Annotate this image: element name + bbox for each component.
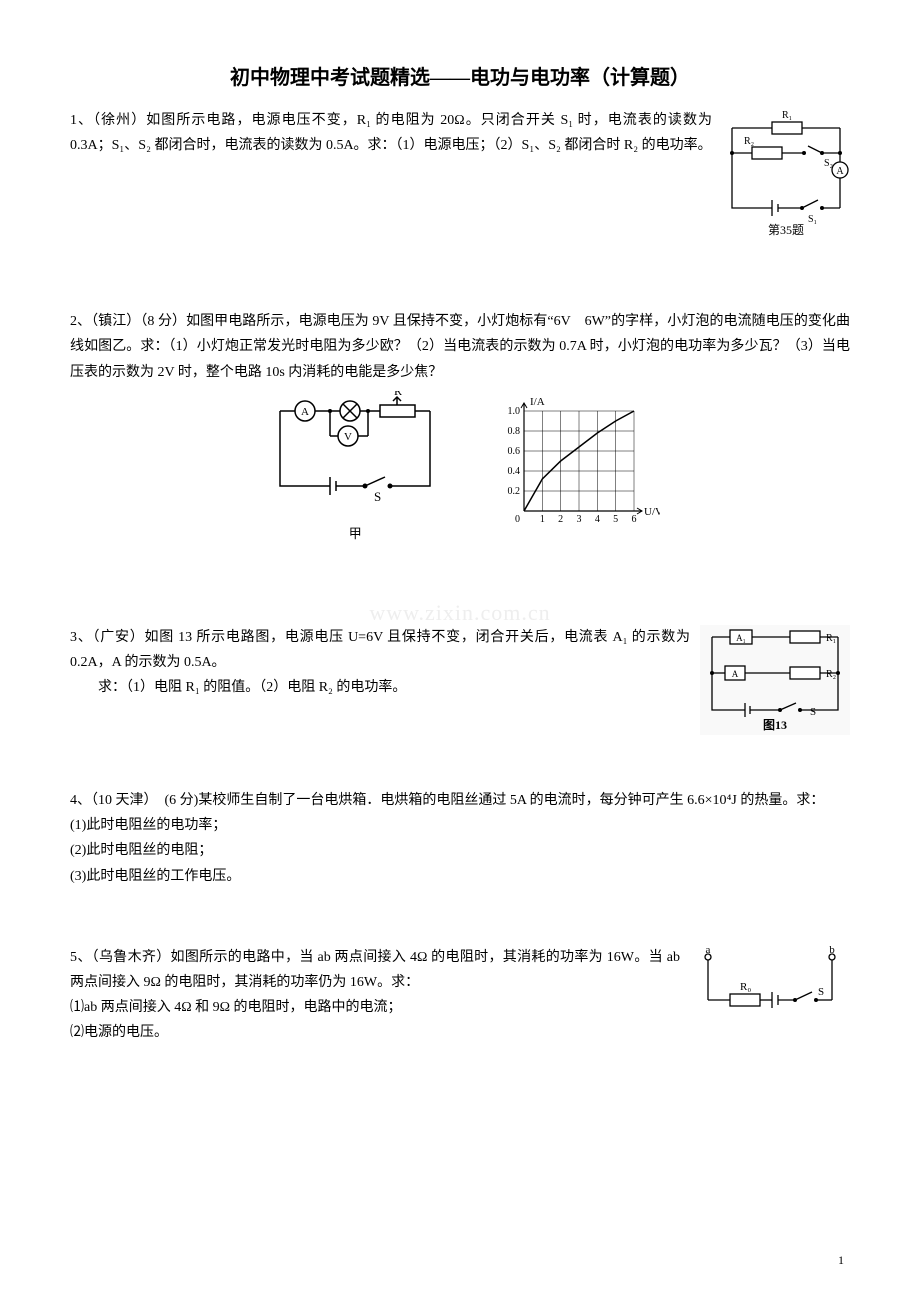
q4-p1: (1)此时电阻丝的电功率； [70, 813, 850, 838]
svg-text:0.2: 0.2 [507, 486, 520, 497]
q4-lead: 4、（10 天津） (6 分)某校师生自制了一台电烘箱．电烘箱的电阻丝通过 5A… [70, 788, 850, 813]
q2-figures: S A R V 甲 1 2 3 4 5 6 0.2 0.4 0.6 0.8 1.0 0 I/A U/V [70, 391, 850, 546]
q5-figure: a b R₀ S [690, 945, 850, 1024]
svg-text:R: R [394, 391, 402, 398]
svg-text:第35题: 第35题 [768, 223, 804, 237]
svg-text:V: V [344, 431, 352, 443]
svg-text:R₀: R₀ [740, 981, 751, 993]
svg-text:S: S [818, 986, 824, 998]
svg-text:0.4: 0.4 [507, 466, 520, 477]
svg-text:2: 2 [558, 514, 563, 525]
svg-text:1.0: 1.0 [507, 406, 520, 417]
svg-text:A: A [836, 166, 844, 177]
q5-p2: ⑵电源的电压。 [70, 1020, 850, 1045]
q2-text: 2、（镇江）（8 分）如图甲电路所示，电源电压为 9V 且保持不变，小灯炮标有“… [70, 309, 850, 385]
svg-text:S: S [810, 706, 816, 718]
question-2: 2、（镇江）（8 分）如图甲电路所示，电源电压为 9V 且保持不变，小灯炮标有“… [70, 309, 850, 545]
svg-text:3: 3 [576, 514, 581, 525]
svg-text:R₁: R₁ [782, 110, 792, 121]
svg-text:1: 1 [540, 514, 545, 525]
svg-text:S₂: S₂ [824, 158, 833, 169]
svg-text:S: S [374, 489, 381, 504]
question-5: abR₀S 5、（乌鲁木齐）如图所示的电路中，当 ab 两点间接入 4Ω 的电阻… [70, 945, 850, 1046]
svg-text:0.8: 0.8 [507, 426, 520, 437]
svg-text:A₁: A₁ [736, 633, 746, 643]
page-title: 初中物理中考试题精选——电功与电功率（计算题） [70, 60, 850, 96]
q3-figure: S A₁ R₁ A R₂ 图13 [700, 625, 850, 744]
q4-p3: (3)此时电阻丝的工作电压。 [70, 864, 850, 889]
svg-text:0.6: 0.6 [507, 446, 520, 457]
svg-text:6: 6 [631, 514, 636, 525]
svg-text:图13: 图13 [763, 718, 787, 732]
q2-left-caption: 甲 [260, 522, 450, 545]
svg-text:S₁: S₁ [808, 214, 817, 225]
svg-text:a: a [706, 945, 711, 956]
page-number: 1 [838, 1250, 844, 1272]
svg-text:U/V: U/V [644, 506, 660, 518]
svg-text:b: b [829, 945, 835, 956]
svg-text:0: 0 [515, 514, 520, 525]
q1-figure: S₁ A R₁ S₂ R₂ 第35题 [722, 108, 850, 247]
svg-text:R₁: R₁ [826, 633, 836, 644]
svg-text:I/A: I/A [530, 396, 545, 408]
svg-text:A: A [301, 406, 309, 418]
q2-circuit: S A R V 甲 [260, 391, 450, 546]
q2-graph: 1 2 3 4 5 6 0.2 0.4 0.6 0.8 1.0 0 I/A U/V [490, 391, 660, 540]
svg-text:A: A [732, 669, 739, 679]
svg-text:5: 5 [613, 514, 618, 525]
question-1: S₁AR₁S₂R₂第35题 1、（徐州）如图所示电路，电源电压不变，R₁ 的电阻… [70, 108, 850, 253]
question-4: 4、（10 天津） (6 分)某校师生自制了一台电烘箱．电烘箱的电阻丝通过 5A… [70, 788, 850, 889]
svg-text:R₂: R₂ [744, 136, 754, 147]
svg-text:R₂: R₂ [826, 669, 836, 680]
q4-p2: (2)此时电阻丝的电阻； [70, 838, 850, 863]
svg-text:4: 4 [595, 514, 600, 525]
question-3: SA₁R₁AR₂图13 3、（广安）如图 13 所示电路图，电源电压 U=6V … [70, 625, 850, 750]
